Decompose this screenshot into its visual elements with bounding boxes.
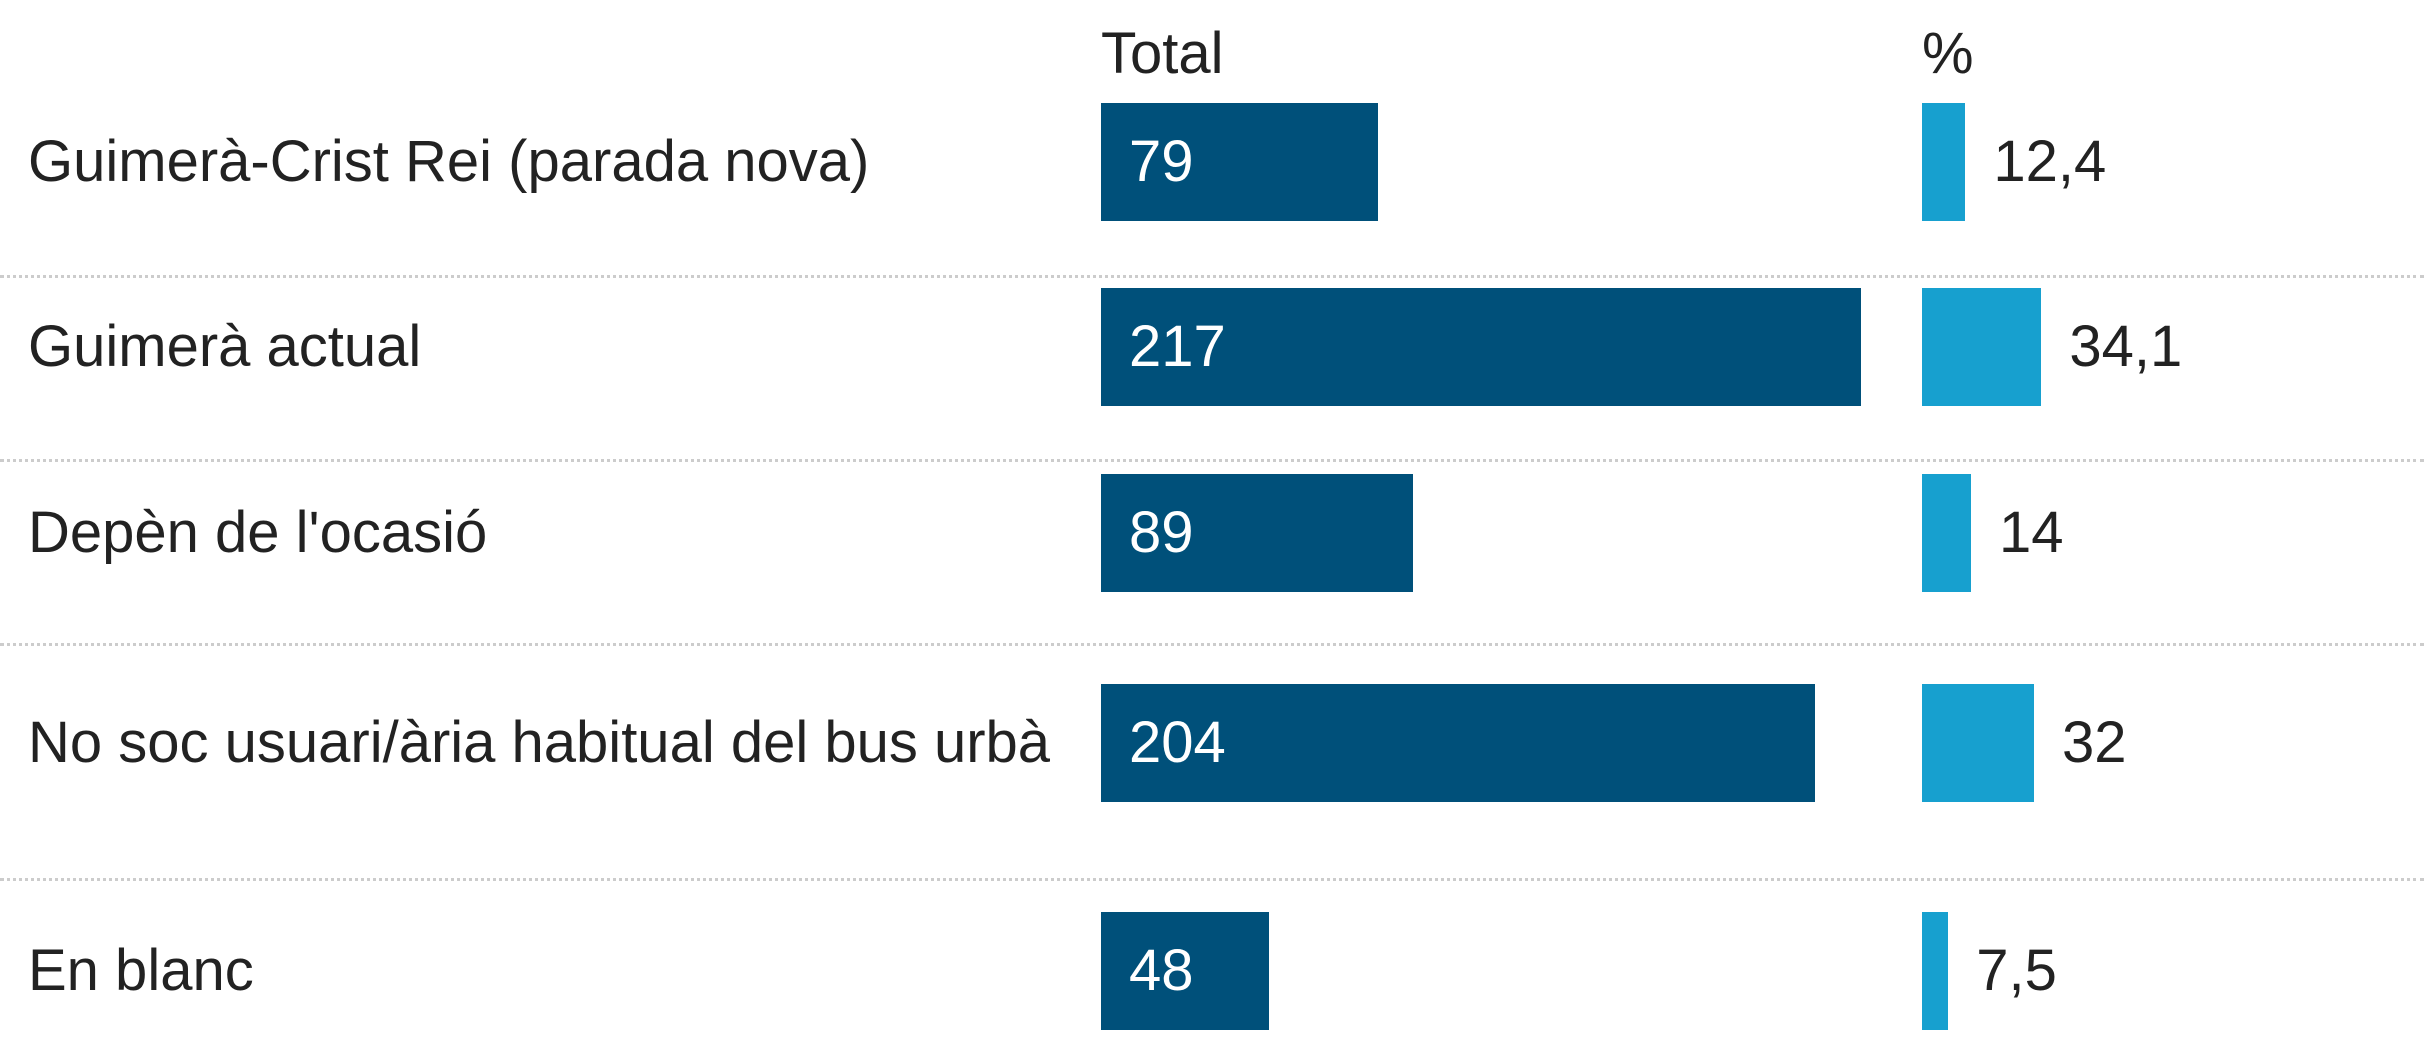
value-label: 204 — [1129, 710, 1226, 775]
row-separator — [0, 878, 2424, 881]
row-label: Guimerà-Crist Rei (parada nova) — [28, 129, 870, 194]
value-label: 14 — [1999, 500, 2064, 565]
row-separator — [0, 459, 2424, 462]
column-header: % — [1922, 21, 1974, 86]
value-label: 89 — [1129, 500, 1194, 565]
value-label: 7,5 — [1976, 938, 2057, 1003]
bar — [1101, 912, 1269, 1030]
bar — [1101, 288, 1861, 406]
row-separator — [0, 275, 2424, 278]
bar — [1101, 474, 1413, 592]
row-label: En blanc — [28, 938, 254, 1003]
page: Total% Guimerà-Crist Rei (parada nova) 79 1… — [0, 21, 2424, 1030]
bar — [1101, 684, 1815, 802]
bar — [1922, 288, 2042, 406]
bar — [1922, 103, 1966, 221]
value-label: 34,1 — [2069, 314, 2183, 379]
bar — [1101, 103, 1378, 221]
value-label: 217 — [1129, 314, 1226, 379]
row-label: No soc usuari/ària habitual del bus urbà — [28, 710, 1051, 775]
value-label: 48 — [1129, 938, 1194, 1003]
value-label: 32 — [2062, 710, 2127, 775]
value-label: 79 — [1129, 129, 1194, 194]
row-label: Guimerà actual — [28, 314, 422, 379]
bar — [1922, 684, 2034, 802]
bar — [1922, 474, 1971, 592]
bar — [1922, 912, 1949, 1030]
column-header: Total — [1101, 21, 1224, 86]
value-label: 12,4 — [1993, 129, 2107, 194]
row-label: Depèn de l'ocasió — [28, 500, 488, 565]
row-separator — [0, 643, 2424, 646]
